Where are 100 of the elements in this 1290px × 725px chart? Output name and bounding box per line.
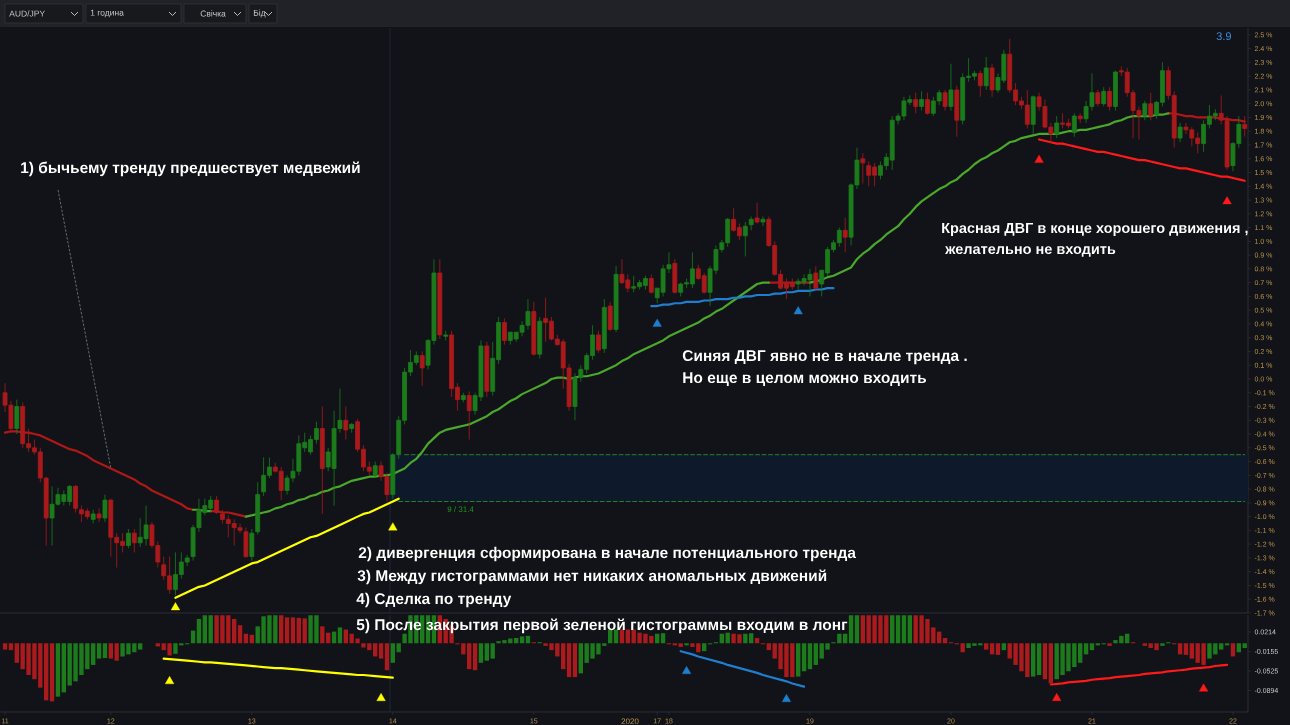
bar [108,643,113,659]
annotation: Синяя ДВГ явно не в начале тренда . [682,350,967,365]
bar [138,643,143,650]
bar [284,617,290,644]
bar [561,643,566,670]
bar [1036,643,1042,675]
bar [1042,643,1048,680]
candlestick [131,528,137,553]
candlestick [460,392,466,403]
bar [895,615,901,644]
bar [2,643,8,650]
point [682,666,692,674]
bar [114,643,119,661]
bar [1048,643,1053,684]
candlestick [343,406,349,440]
bar [14,643,19,663]
candlestick [1148,92,1154,121]
bar [901,615,907,644]
annotation: 4) Сделка по тренду [356,592,512,608]
point [376,693,386,701]
bar [96,643,102,659]
candlestick [531,301,537,356]
bar [766,643,771,651]
bar [807,643,813,670]
candlestick [319,406,325,515]
bar [1236,643,1241,653]
bar [1242,643,1247,649]
candlestick [1113,70,1118,111]
candlestick [1030,95,1036,135]
text: AUD/JPY [9,10,45,17]
candlestick [1071,112,1077,138]
bar [1160,643,1165,646]
bar [467,643,472,670]
bar [302,618,307,644]
bar [290,617,296,644]
annotation: Но еще в целом можно входить [683,372,927,387]
candlestick [760,216,766,227]
bar [196,618,202,644]
bar [1078,643,1083,663]
bar [749,633,754,644]
candlestick [754,202,760,224]
candlestick [1077,112,1083,124]
bar [860,615,865,644]
candlestick [484,341,490,398]
candlestick [537,316,543,359]
bar [232,618,237,644]
bar [478,643,484,663]
point [793,306,803,315]
text: Свічка [200,10,226,17]
candlestick [813,265,819,290]
bar [813,643,818,665]
point [1222,196,1232,205]
bar [49,643,55,702]
bar [1089,643,1095,651]
bar [91,643,96,665]
candlestick [502,318,507,345]
bar [854,615,860,644]
annotation: 3) Между гистограммами нет никаких аномальных движений [357,569,827,585]
annotation: Красная ДВГ в конце хорошего движения , [942,223,1248,236]
candlestick [983,56,989,91]
bar [801,643,807,672]
candlestick [1054,115,1060,139]
point [170,602,180,611]
candlestick [419,351,425,387]
candlestick [437,258,443,340]
candlestick [255,481,261,535]
candlestick [613,265,619,333]
x-axis-title: 2020 [621,718,639,725]
candlestick [601,298,607,354]
candlestick [14,399,20,435]
candlestick [249,528,255,562]
bar [102,643,108,659]
candlestick [466,390,472,440]
candlestick [372,461,378,479]
bar [572,643,578,678]
point [388,522,398,531]
candlestick [607,301,613,332]
candlestick [919,90,924,111]
bar [1001,643,1006,651]
bar [848,615,854,644]
bar [684,643,689,646]
candlestick [1177,122,1183,143]
annotation: желательно не входить [945,246,1116,257]
point [1034,154,1044,163]
point [652,318,662,327]
bar [702,643,707,652]
candlestick [977,70,983,98]
point [1052,693,1062,701]
bar [519,636,525,644]
candlestick [989,63,995,98]
bar [678,643,683,647]
bar [490,643,495,659]
bar [1107,643,1112,646]
bar [484,643,489,661]
candlestick [954,85,960,138]
bar [208,615,213,644]
bar [960,643,965,653]
candlestick [1101,86,1107,107]
annotation: 2) дивергенция сформирована в начале потенциального тренда [358,546,857,562]
annotation: 1) бычьему тренду предшествует медвежий [21,161,360,177]
